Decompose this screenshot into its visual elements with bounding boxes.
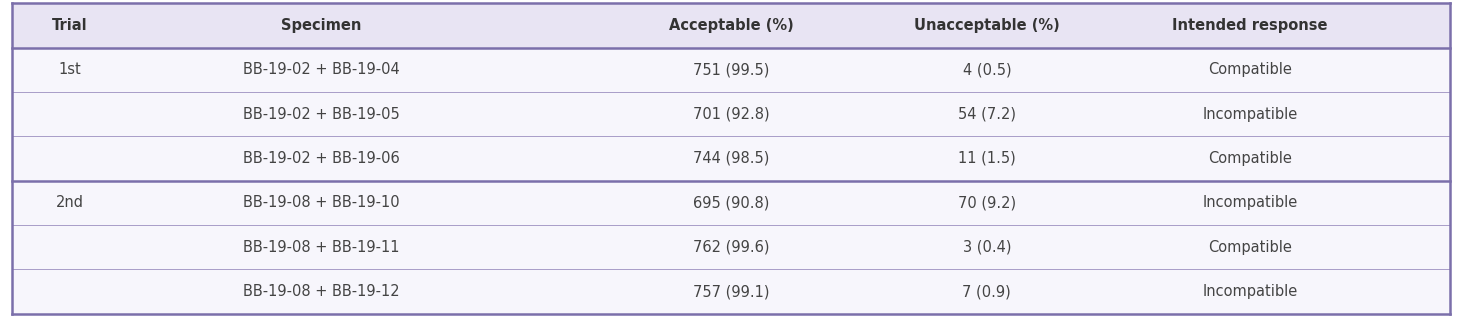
Text: Incompatible: Incompatible (1202, 107, 1298, 122)
Text: 70 (9.2): 70 (9.2) (958, 195, 1016, 210)
Bar (12, 136, 1450, 181)
Bar (12, 181, 1450, 225)
Text: BB-19-02 + BB-19-05: BB-19-02 + BB-19-05 (243, 107, 401, 122)
Text: 11 (1.5): 11 (1.5) (958, 151, 1016, 166)
Text: 2nd: 2nd (56, 195, 85, 210)
Text: BB-19-08 + BB-19-10: BB-19-08 + BB-19-10 (243, 195, 401, 210)
Text: 1st: 1st (58, 62, 82, 77)
Text: Compatible: Compatible (1208, 62, 1292, 77)
Text: Incompatible: Incompatible (1202, 284, 1298, 299)
Bar (12, 225, 1450, 269)
Text: BB-19-02 + BB-19-06: BB-19-02 + BB-19-06 (243, 151, 401, 166)
Text: Specimen: Specimen (282, 18, 361, 33)
Text: BB-19-08 + BB-19-12: BB-19-08 + BB-19-12 (243, 284, 401, 299)
Text: Acceptable (%): Acceptable (%) (668, 18, 794, 33)
Text: Unacceptable (%): Unacceptable (%) (914, 18, 1060, 33)
Text: 744 (98.5): 744 (98.5) (693, 151, 769, 166)
Text: 751 (99.5): 751 (99.5) (693, 62, 769, 77)
Text: 4 (0.5): 4 (0.5) (962, 62, 1012, 77)
Text: 695 (90.8): 695 (90.8) (693, 195, 769, 210)
Text: 701 (92.8): 701 (92.8) (693, 107, 769, 122)
Text: 757 (99.1): 757 (99.1) (693, 284, 769, 299)
Text: BB-19-08 + BB-19-11: BB-19-08 + BB-19-11 (243, 240, 401, 255)
Bar (12, 3, 1450, 48)
Text: Trial: Trial (53, 18, 88, 33)
Text: Compatible: Compatible (1208, 240, 1292, 255)
Bar (12, 269, 1450, 314)
Text: Intended response: Intended response (1173, 18, 1327, 33)
Bar (12, 92, 1450, 136)
Bar (12, 48, 1450, 92)
Text: 3 (0.4): 3 (0.4) (962, 240, 1012, 255)
Text: BB-19-02 + BB-19-04: BB-19-02 + BB-19-04 (243, 62, 401, 77)
Text: Incompatible: Incompatible (1202, 195, 1298, 210)
Text: 54 (7.2): 54 (7.2) (958, 107, 1016, 122)
Text: 762 (99.6): 762 (99.6) (693, 240, 769, 255)
Text: Compatible: Compatible (1208, 151, 1292, 166)
Text: 7 (0.9): 7 (0.9) (962, 284, 1012, 299)
